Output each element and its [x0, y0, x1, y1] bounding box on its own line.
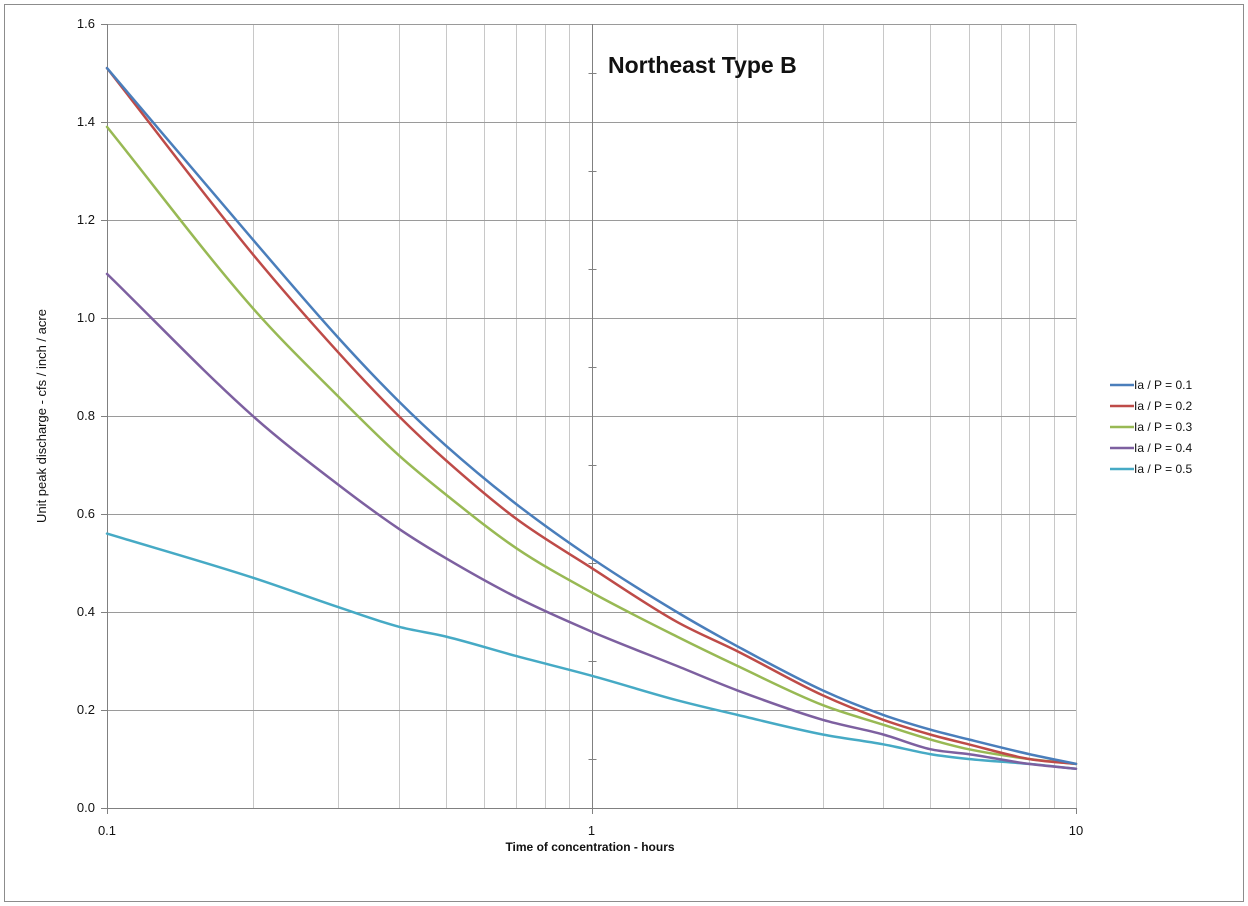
- series-line-3: [105, 125, 1078, 766]
- legend-label-3: Ia / P = 0.3: [1134, 420, 1192, 434]
- chart-title: Northeast Type B: [608, 52, 797, 78]
- y-tick-label: 0.6: [77, 506, 95, 521]
- axes: [101, 24, 1077, 814]
- legend: Ia / P = 0.1 Ia / P = 0.2 Ia / P = 0.3 Ia /…: [1110, 378, 1192, 476]
- y-axis-title: Unit peak discharge - cfs / inch / acre: [34, 309, 49, 523]
- legend-label-5: Ia / P = 0.5: [1134, 462, 1192, 476]
- series-line-5: [105, 532, 1078, 771]
- legend-label-1: Ia / P = 0.1: [1134, 378, 1192, 392]
- y-tick-label: 0.8: [77, 408, 95, 423]
- y-tick-label: 0.2: [77, 702, 95, 717]
- series-line-1: [105, 66, 1078, 766]
- chart-frame: [4, 4, 1244, 902]
- x-tick-label: 0.1: [98, 823, 116, 838]
- series-line-2: [105, 66, 1078, 766]
- x-axis-title: Time of concentration - hours: [505, 840, 674, 854]
- tick-labels: 0.0 0.2 0.4 0.6 0.8 1.0 1.2 1.4 1.6 0.1 1 10: [77, 16, 1083, 838]
- y-tick-label: 0.0: [77, 800, 95, 815]
- x-tick-label: 10: [1069, 823, 1083, 838]
- legend-label-4: Ia / P = 0.4: [1134, 441, 1192, 455]
- y-tick-label: 1.2: [77, 212, 95, 227]
- series-line-4: [105, 272, 1078, 771]
- legend-label-2: Ia / P = 0.2: [1134, 399, 1192, 413]
- y-tick-label: 1.0: [77, 310, 95, 325]
- y-tick-label: 1.4: [77, 114, 95, 129]
- x-tick-label: 1: [588, 823, 595, 838]
- series-lines: [105, 66, 1078, 771]
- y-tick-label: 0.4: [77, 604, 95, 619]
- y-tick-label: 1.6: [77, 16, 95, 31]
